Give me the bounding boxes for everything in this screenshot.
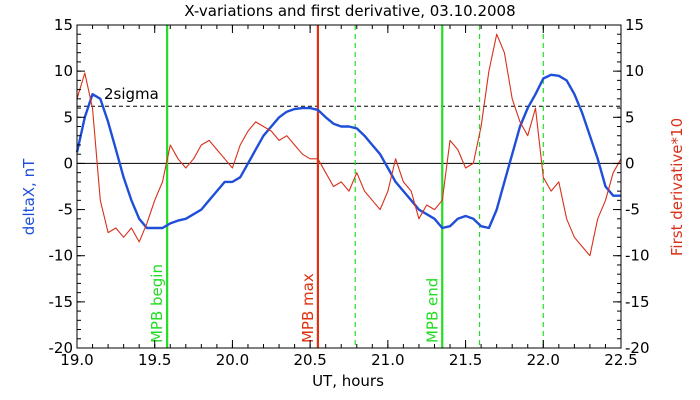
y-tick-label-right-7: -20 bbox=[625, 339, 650, 357]
y-tick-label-right-2: 5 bbox=[625, 108, 635, 126]
x-tick-label-0: 19.0 bbox=[60, 351, 93, 369]
y-tick-label-left-7: -20 bbox=[49, 339, 74, 357]
plot-frame bbox=[76, 24, 622, 349]
series-derivative bbox=[76, 33, 622, 257]
x-tick-label-1: 19.5 bbox=[138, 351, 171, 369]
y-tick-label-left-4: -5 bbox=[58, 201, 73, 219]
y-tick-label-right-4: -5 bbox=[625, 201, 640, 219]
y-tick-label-left-6: -15 bbox=[49, 293, 74, 311]
y-axis-label-left: deltaX, nT bbox=[20, 158, 38, 235]
x-tick-label-6: 22.0 bbox=[527, 351, 560, 369]
threshold-label: 2sigma bbox=[104, 85, 159, 103]
y-tick-label-left-5: -10 bbox=[49, 247, 74, 265]
y-tick-label-left-2: 5 bbox=[63, 108, 73, 126]
x-tick-label-2: 20.0 bbox=[216, 351, 249, 369]
x-tick-label-3: 20.5 bbox=[293, 351, 326, 369]
y-tick-label-right-0: 15 bbox=[625, 16, 644, 34]
x-tick-label-4: 21.0 bbox=[371, 351, 404, 369]
marker-label-2: MPB end bbox=[423, 278, 441, 343]
y-tick-label-left-3: 0 bbox=[63, 154, 73, 172]
series-deltaX bbox=[75, 73, 621, 230]
x-axis-label: UT, hours bbox=[312, 372, 384, 390]
y-tick-label-right-5: -10 bbox=[625, 247, 650, 265]
y-tick-label-left-0: 15 bbox=[54, 16, 73, 34]
marker-label-0: MPB begin bbox=[148, 264, 166, 343]
y-tick-label-left-1: 10 bbox=[54, 62, 73, 80]
marker-label-1: MPB max bbox=[299, 273, 317, 343]
y-tick-label-right-6: -15 bbox=[625, 293, 650, 311]
y-tick-label-right-3: 0 bbox=[625, 154, 635, 172]
y-axis-label-right: First derivative*10 bbox=[668, 118, 686, 256]
chart-title: X-variations and first derivative, 03.10… bbox=[184, 2, 515, 20]
x-tick-label-5: 21.5 bbox=[449, 351, 482, 369]
y-tick-label-right-1: 10 bbox=[625, 62, 644, 80]
x-tick-label-7: 22.5 bbox=[604, 351, 637, 369]
